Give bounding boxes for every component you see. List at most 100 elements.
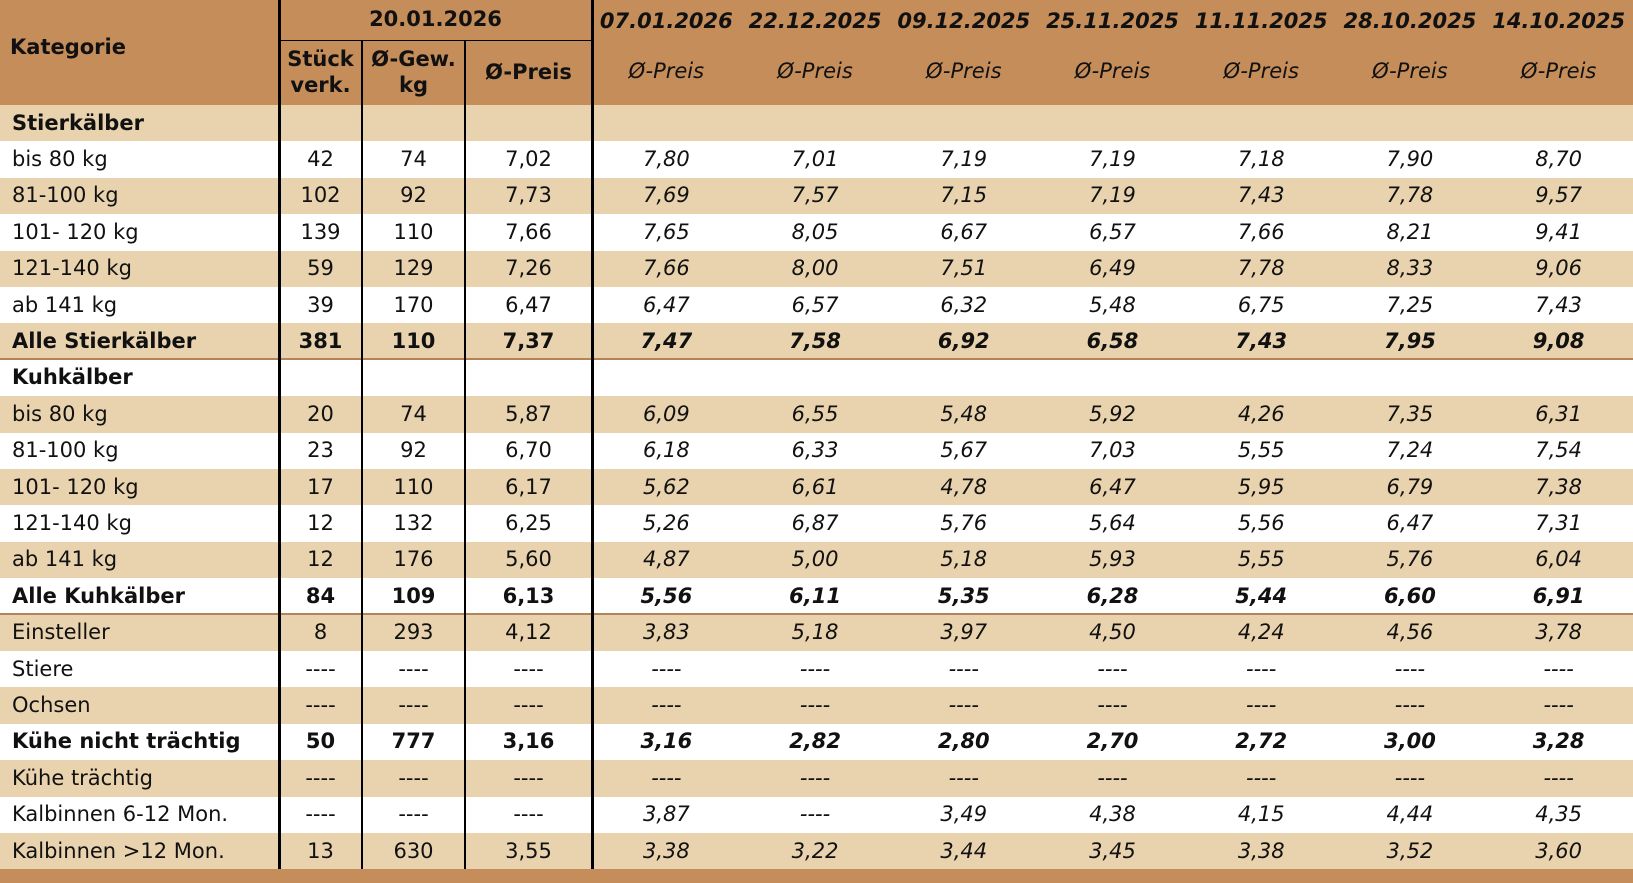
cell: 4,44 [1386,802,1434,827]
row-label: Alle Stierkälber [12,328,197,353]
cell: 7,02 [505,146,552,171]
cell: 5,62 [642,474,690,499]
cell: 7,65 [642,219,690,244]
cell: ---- [1246,656,1277,681]
cell: 3,38 [1237,838,1285,863]
row-label: Kalbinnen >12 Mon. [12,838,225,863]
cell: 6,04 [1535,547,1583,572]
cell: 6,67 [940,219,988,244]
cell: 109 [391,583,436,608]
cell: 6,49 [1089,256,1136,281]
cell: 4,35 [1535,802,1583,827]
row-label: Kühe nicht trächtig [12,729,241,754]
cell: 5,35 [937,583,990,608]
row-bg [0,796,1633,833]
cell: 381 [298,328,343,353]
cell: ---- [513,802,544,827]
cell: 7,66 [642,256,690,281]
cell: ---- [1394,692,1426,717]
cell: 5,76 [940,510,988,535]
cell: 7,58 [789,328,841,353]
row-label: Kühe trächtig [12,765,153,790]
row-label: 101- 120 kg [12,474,139,499]
cell: 39 [307,292,334,317]
cell: 6,11 [789,583,841,608]
cell: 4,24 [1237,620,1285,645]
cell: 23 [307,438,334,463]
cell: ---- [398,802,429,827]
row-bg [0,323,1633,360]
cell: ---- [513,692,544,717]
cell: ---- [513,656,544,681]
cell: 7,78 [1386,183,1434,208]
row-label: bis 80 kg [12,146,108,171]
cell: 5,48 [940,401,988,426]
cell: 5,64 [1089,510,1136,535]
cell: 9,57 [1535,183,1583,208]
row-label: ab 141 kg [12,547,118,572]
cell: 5,60 [505,547,552,572]
cell: 12 [307,510,334,535]
cell: 92 [400,438,427,463]
row-label: 101- 120 kg [12,219,139,244]
cell: 5,18 [940,547,988,572]
cell: 6,55 [791,401,839,426]
cell: 6,61 [791,474,839,499]
header-cell: Stück verk. [287,47,354,97]
header-cell: 25.11.2025 [1046,9,1179,34]
cell: 5,67 [940,438,988,463]
cell: 8,70 [1535,146,1583,171]
cell: 3,97 [940,620,988,645]
cell: 3,83 [642,620,690,645]
row-bg [0,359,1633,397]
cell: 7,66 [1237,219,1285,244]
row-bg [0,541,1633,579]
cell: ---- [1246,765,1277,790]
header-cell: 20.01.2026 [369,7,502,32]
cell: 4,26 [1237,401,1285,426]
cell: 7,38 [1535,474,1583,499]
cell: 5,26 [642,510,690,535]
cell: ---- [1394,765,1426,790]
cell: ---- [513,765,544,790]
row-bg [0,177,1633,215]
header-cell: 28.10.2025 [1343,9,1477,34]
cell: 50 [305,729,336,754]
cell: 4,38 [1089,802,1136,827]
cell: 3,22 [791,838,839,863]
cell: 7,69 [642,183,690,208]
cell: 5,56 [1237,510,1285,535]
cell: 92 [400,183,427,208]
cell: 7,24 [1386,438,1434,463]
cell: 7,01 [791,146,839,171]
cell: ---- [1097,765,1128,790]
cell: 5,93 [1089,547,1136,572]
cell: 84 [305,583,336,608]
cell: 7,51 [940,256,988,281]
cell: 176 [393,547,434,572]
row-bg [0,505,1633,542]
header-cell: Ø-Preis [777,59,853,84]
header-cell: Ø-Gew. kg [371,47,456,97]
cell: 129 [393,256,434,281]
cell: 6,47 [505,292,552,317]
cell: 7,31 [1535,510,1583,535]
cell: 170 [393,292,434,317]
cell: ---- [799,656,831,681]
cell: 20 [307,401,334,426]
cell: ---- [305,692,336,717]
cell: 7,73 [505,183,552,208]
cell: 8,00 [791,256,839,281]
cell: 9,06 [1535,256,1583,281]
header-cell: Ø-Preis [1520,59,1597,84]
cell: 7,26 [505,256,552,281]
cell: 5,55 [1237,438,1285,463]
cell: 8,05 [791,219,839,244]
row-bg [0,723,1633,761]
row-bg [0,614,1633,651]
cell: 3,38 [642,838,690,863]
cell: ---- [948,692,979,717]
cell: 7,43 [1535,292,1583,317]
cell: 7,47 [640,328,693,353]
row-label: ab 141 kg [12,292,118,317]
